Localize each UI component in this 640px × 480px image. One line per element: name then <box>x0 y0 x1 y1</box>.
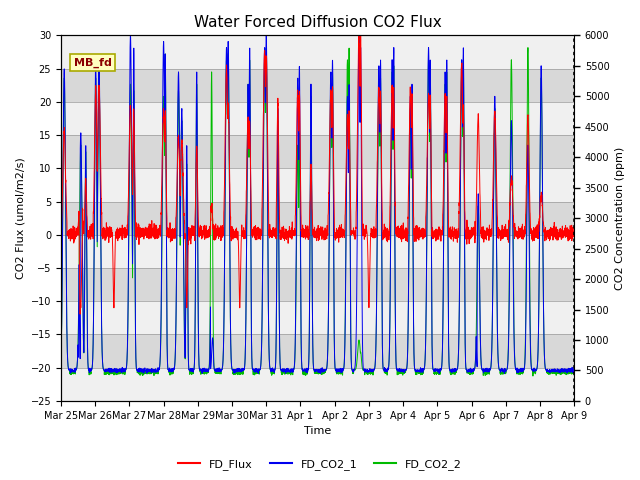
Bar <box>61 102 574 135</box>
Title: Water Forced Diffusion CO2 Flux: Water Forced Diffusion CO2 Flux <box>194 15 442 30</box>
Bar <box>61 168 574 202</box>
Bar <box>61 235 574 268</box>
Y-axis label: CO2 Flux (umol/m2/s): CO2 Flux (umol/m2/s) <box>15 157 25 279</box>
Bar <box>61 368 574 401</box>
Text: MB_fd: MB_fd <box>74 57 111 68</box>
X-axis label: Time: Time <box>304 426 332 436</box>
Legend: FD_Flux, FD_CO2_1, FD_CO2_2: FD_Flux, FD_CO2_1, FD_CO2_2 <box>173 455 467 474</box>
Y-axis label: CO2 Concentration (ppm): CO2 Concentration (ppm) <box>615 146 625 290</box>
Bar <box>61 36 574 69</box>
Bar <box>61 301 574 335</box>
